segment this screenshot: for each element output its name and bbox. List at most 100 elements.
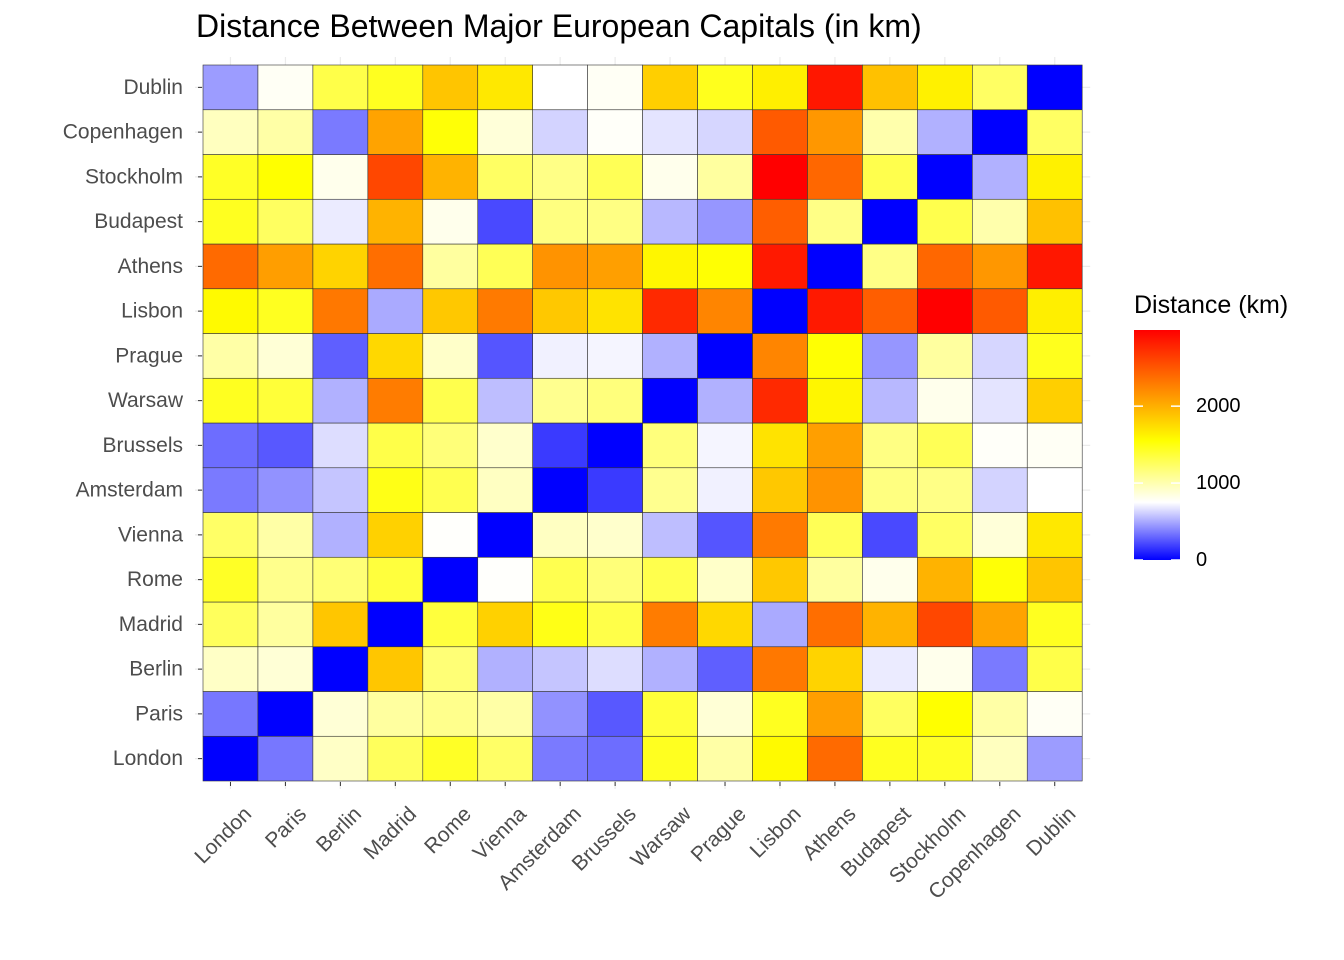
- heatmap-cell: [862, 735, 918, 782]
- heatmap-cell: [202, 288, 259, 334]
- heatmap-cell: [257, 64, 314, 111]
- heatmap-cell: [312, 243, 369, 290]
- legend-colorbar: [1134, 330, 1180, 560]
- heatmap-cell: [862, 198, 918, 245]
- y-tick-label: Paris: [135, 702, 183, 725]
- heatmap-cell: [422, 646, 479, 692]
- color-legend: Distance (km) 0 1000 2000: [1134, 291, 1288, 571]
- heatmap-cell: [532, 735, 588, 782]
- heatmap-cell: [587, 735, 643, 782]
- heatmap-cell: [752, 288, 808, 334]
- heatmap-cell: [202, 154, 259, 200]
- heatmap-cell: [312, 512, 369, 558]
- heatmap-cell: [697, 556, 753, 603]
- heatmap-cell: [917, 556, 973, 603]
- heatmap-cell: [532, 377, 588, 424]
- heatmap-cell: [422, 377, 479, 424]
- heatmap-cell: [917, 646, 973, 692]
- heatmap-cell: [312, 154, 369, 200]
- heatmap-cell: [202, 556, 259, 603]
- heatmap-cell: [697, 512, 753, 558]
- heatmap-cell: [477, 735, 534, 782]
- heatmap-cell: [477, 154, 534, 200]
- heatmap-cell: [532, 243, 588, 290]
- x-tick-label: Lisbon: [746, 802, 806, 862]
- heatmap-cell: [587, 422, 643, 469]
- heatmap-cell: [587, 288, 643, 334]
- y-tick-label: Berlin: [129, 658, 183, 681]
- heatmap-cell: [752, 735, 808, 782]
- heatmap-cell: [367, 64, 424, 111]
- heatmap-cell: [587, 601, 643, 648]
- heatmap-cell: [1026, 467, 1083, 513]
- heatmap-cell: [917, 243, 973, 290]
- heatmap-cell: [367, 109, 424, 155]
- legend-title: Distance (km): [1134, 291, 1288, 319]
- heatmap-cell: [477, 646, 534, 692]
- heatmap-cell: [477, 422, 534, 469]
- y-axis-labels: London Paris Berlin Madrid Rome Vienna Amsterd…: [63, 76, 202, 770]
- heatmap-cell: [532, 646, 588, 692]
- heatmap-cell: [697, 154, 753, 200]
- heatmap-cell: [587, 467, 643, 513]
- heatmap-cell: [697, 422, 753, 469]
- heatmap-cell: [862, 333, 918, 379]
- heatmap-cell: [752, 64, 808, 111]
- heatmap-cell: [752, 198, 808, 245]
- heatmap-cell: [862, 422, 918, 469]
- heatmap-cell: [477, 64, 534, 111]
- chart-title: Distance Between Major European Capitals…: [196, 8, 922, 44]
- heatmap-cell: [807, 154, 863, 200]
- heatmap-cell: [422, 64, 479, 111]
- heatmap-cell: [752, 512, 808, 558]
- heatmap-cell: [422, 512, 479, 558]
- heatmap-cell: [312, 288, 369, 334]
- heatmap-cell: [587, 556, 643, 603]
- heatmap-cell: [807, 691, 863, 737]
- heatmap-cell: [971, 109, 1028, 155]
- heatmap-cell: [312, 377, 369, 424]
- heatmap-cell: [532, 601, 588, 648]
- heatmap-cell: [1026, 691, 1083, 737]
- x-tick-label: Warsaw: [626, 802, 696, 872]
- heatmap-cell: [422, 154, 479, 200]
- heatmap-cell: [587, 512, 643, 558]
- heatmap-cell: [642, 467, 698, 513]
- y-tick-label: Amsterdam: [76, 479, 183, 502]
- heatmap-cell: [697, 64, 753, 111]
- heatmap-cell: [587, 64, 643, 111]
- heatmap-cell: [202, 333, 259, 379]
- heatmap-cell: [862, 646, 918, 692]
- heatmap-cell: [1026, 512, 1083, 558]
- heatmap-cell: [312, 646, 369, 692]
- x-tick-label: Paris: [261, 802, 311, 852]
- heatmap-cell: [862, 512, 918, 558]
- heatmap-cell: [642, 691, 698, 737]
- x-tick-label: Prague: [687, 802, 751, 866]
- heatmap-cell: [752, 646, 808, 692]
- heatmap-cell: [752, 243, 808, 290]
- heatmap-cell: [917, 377, 973, 424]
- x-tick-label: Madrid: [359, 802, 421, 864]
- heatmap-cell: [202, 64, 259, 111]
- heatmap-cell: [752, 601, 808, 648]
- heatmap-cell: [807, 467, 863, 513]
- y-tick-label: Prague: [115, 344, 183, 367]
- heatmap-cell: [917, 422, 973, 469]
- heatmap-cell: [807, 377, 863, 424]
- y-tick-label: Stockholm: [85, 165, 183, 188]
- y-tick-label: London: [113, 747, 183, 770]
- heatmap-cell: [1026, 288, 1083, 334]
- heatmap-cell: [312, 333, 369, 379]
- heatmap-cell: [971, 198, 1028, 245]
- heatmap-cell: [257, 198, 314, 245]
- heatmap-cell: [1026, 735, 1083, 782]
- heatmap-cell: [971, 377, 1028, 424]
- heatmap-cell: [367, 154, 424, 200]
- heatmap-cell: [807, 735, 863, 782]
- heatmap-cell: [312, 735, 369, 782]
- heatmap-cell: [202, 601, 259, 648]
- heatmap-cell: [367, 377, 424, 424]
- heatmap-cell: [642, 243, 698, 290]
- heatmap-cell: [917, 288, 973, 334]
